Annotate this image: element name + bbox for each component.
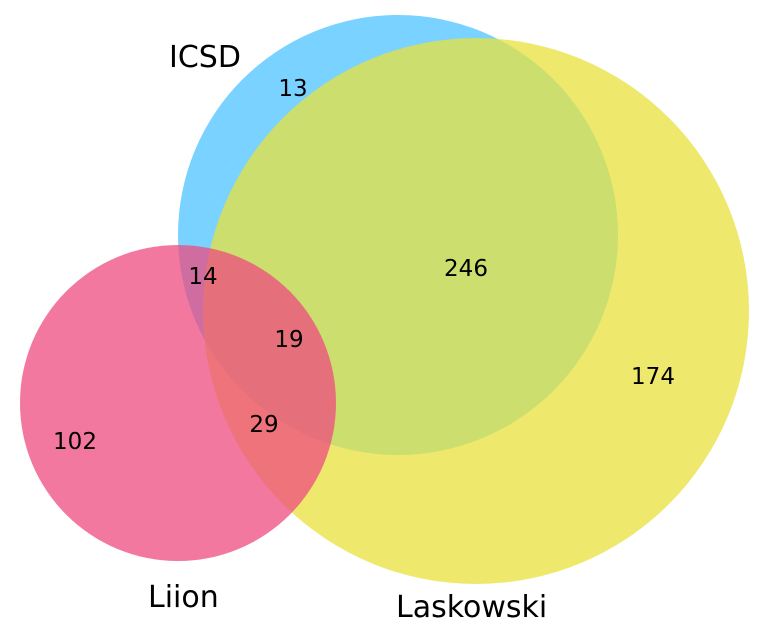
set-label-liion: Liion <box>148 580 219 615</box>
count-icsd-laskowski: 246 <box>444 256 488 282</box>
count-laskowski-only: 174 <box>631 364 675 390</box>
count-laskowski-liion: 29 <box>249 412 278 438</box>
circle-liion <box>20 245 336 561</box>
set-label-icsd: ICSD <box>169 40 241 75</box>
circle-laskowski <box>203 38 749 584</box>
count-icsd-liion: 14 <box>188 264 217 290</box>
set-label-laskowski: Laskowski <box>396 590 547 625</box>
count-liion-only: 102 <box>53 429 97 455</box>
count-all-three: 19 <box>274 327 303 353</box>
count-icsd-only: 13 <box>278 76 307 102</box>
